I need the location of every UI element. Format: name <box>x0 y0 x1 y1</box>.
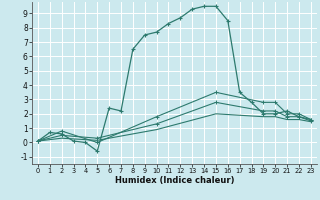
X-axis label: Humidex (Indice chaleur): Humidex (Indice chaleur) <box>115 176 234 185</box>
